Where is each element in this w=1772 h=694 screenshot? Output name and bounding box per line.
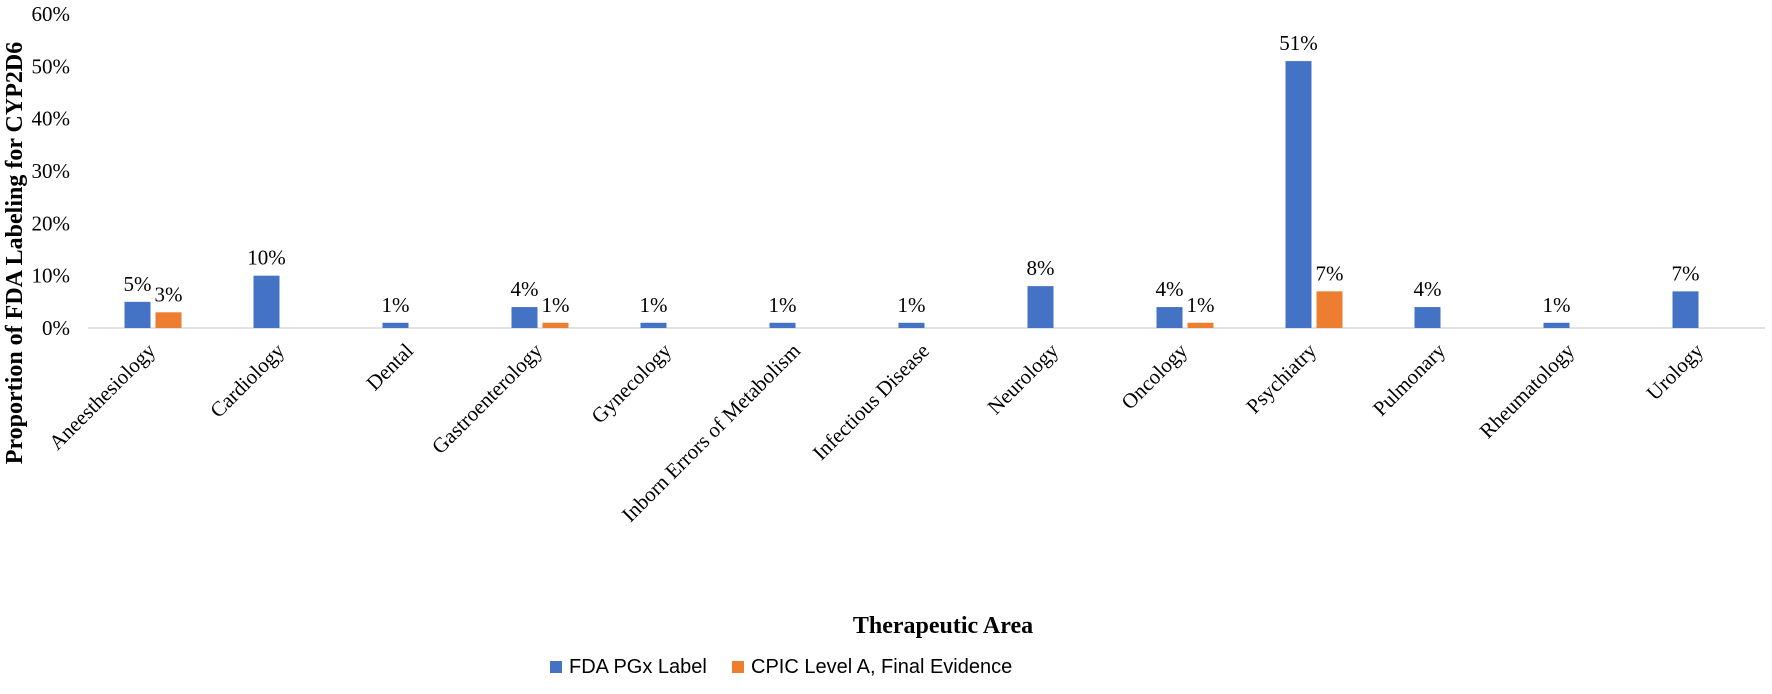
bar — [542, 322, 569, 328]
y-axis-title: Proportion of FDA Labeling for CYP2D6 — [2, 42, 28, 464]
data-label: 1% — [542, 293, 570, 317]
data-label: 1% — [382, 293, 410, 317]
bar — [124, 301, 151, 328]
category-label: Cardiology — [205, 338, 289, 422]
y-tick-label: 30% — [32, 159, 71, 183]
data-label: 7% — [1672, 261, 1700, 285]
legend-swatch — [732, 661, 744, 673]
data-label: 4% — [511, 277, 539, 301]
bar — [640, 322, 667, 328]
y-tick-label: 60% — [32, 2, 71, 26]
bar — [253, 275, 280, 328]
y-tick-label: 0% — [42, 316, 70, 340]
y-tick-label: 50% — [32, 54, 71, 78]
bar — [1187, 322, 1214, 328]
bar — [1672, 291, 1699, 328]
bar — [1285, 61, 1312, 328]
data-label: 7% — [1316, 261, 1344, 285]
category-labels: Aneesthesiology Cardiology Dental Gastroent… — [44, 338, 1708, 526]
legend-swatch — [550, 661, 562, 673]
data-labels: 5%10%1%4%1% 1% 1%8%4%51%4%1%7%3% 1% 1%7% — [124, 31, 1700, 317]
y-axis-ticks: 0% 10% 20% 30% 40% 50% 60% — [32, 2, 71, 340]
data-label: 1% — [1187, 293, 1215, 317]
data-label: 1% — [898, 293, 926, 317]
category-label: Oncology — [1116, 338, 1192, 414]
data-label: 4% — [1156, 277, 1184, 301]
category-label: Psychiatry — [1241, 338, 1321, 418]
category-label: Gastroenterology — [427, 338, 547, 458]
category-label: Urology — [1642, 338, 1709, 405]
data-label: 1% — [640, 293, 668, 317]
bar — [382, 322, 409, 328]
y-tick-label: 40% — [32, 107, 71, 131]
category-label: Pulmonary — [1368, 338, 1450, 420]
category-label: Aneesthesiology — [44, 338, 160, 454]
legend-label: FDA PGx Label — [569, 656, 707, 678]
legend-label: CPIC Level A, Final Evidence — [751, 656, 1012, 678]
data-label: 5% — [124, 272, 152, 296]
category-label: Dental — [361, 338, 418, 395]
bar — [769, 322, 796, 328]
bar — [1027, 286, 1054, 328]
category-label: Gynecology — [586, 338, 676, 428]
y-tick-label: 10% — [32, 264, 71, 288]
data-label: 4% — [1414, 277, 1442, 301]
category-label: Neurology — [983, 338, 1064, 419]
bar — [1316, 291, 1343, 328]
bar — [511, 307, 538, 328]
data-label: 1% — [1543, 293, 1571, 317]
data-label: 8% — [1027, 256, 1055, 280]
bar — [1414, 307, 1441, 328]
category-label: Rheumatology — [1475, 338, 1580, 443]
bar — [1543, 322, 1570, 328]
bar — [1156, 307, 1183, 328]
category-label: Infectious Disease — [808, 339, 934, 465]
data-label: 1% — [769, 293, 797, 317]
bar — [898, 322, 925, 328]
data-label: 3% — [155, 282, 183, 306]
y-tick-label: 20% — [32, 211, 71, 235]
bar — [155, 312, 182, 328]
data-label: 10% — [247, 246, 286, 270]
bars — [124, 61, 1699, 328]
legend: FDA PGx Label CPIC Level A, Final Evidenc… — [550, 656, 1012, 678]
x-axis-title: Therapeutic Area — [853, 613, 1033, 639]
data-label: 51% — [1279, 31, 1318, 55]
